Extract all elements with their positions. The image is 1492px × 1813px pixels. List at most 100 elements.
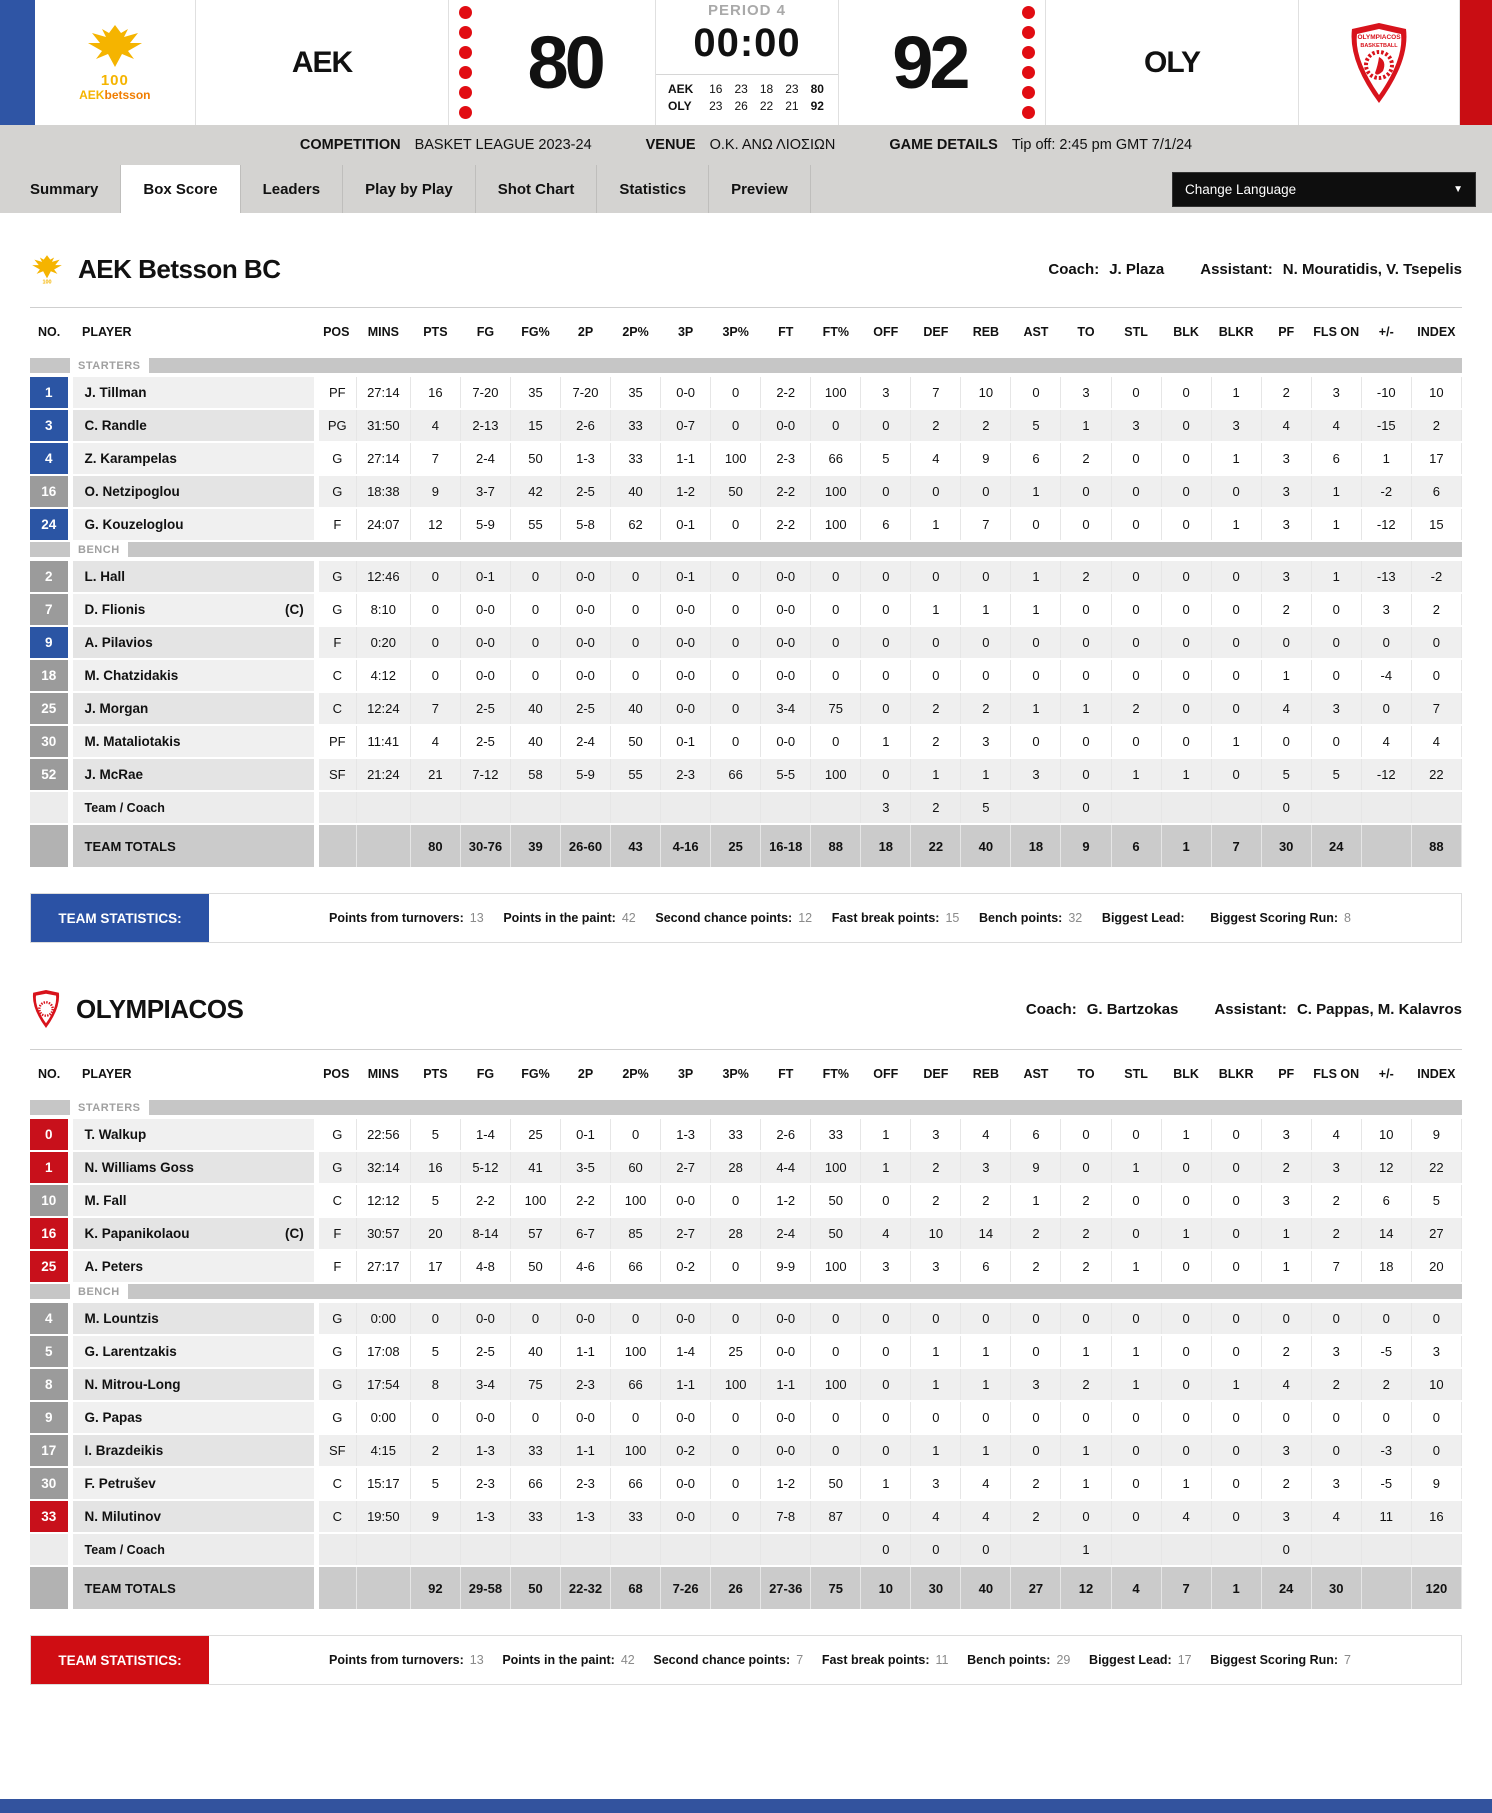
stat-cell: 0 — [1161, 692, 1212, 726]
player-number-badge: 3 — [30, 410, 68, 441]
stat-cell: 0 — [1211, 593, 1262, 627]
player-number-badge: 9 — [30, 1402, 68, 1433]
stat-cell — [560, 1533, 612, 1567]
stat-cell: 4 — [1261, 409, 1312, 443]
stat-cell: 66 — [710, 758, 762, 792]
stat-cell: 100 — [710, 442, 762, 476]
player-number-cell: 5 — [30, 1335, 71, 1369]
stat-cell: 5 — [960, 791, 1012, 825]
stat-cell: 1-2 — [760, 1467, 812, 1501]
totals-cell: 6 — [1111, 824, 1162, 867]
stat-cell: 0-0 — [560, 1401, 612, 1435]
stat-cell — [1111, 791, 1162, 825]
stat-cell: 57 — [510, 1217, 562, 1251]
player-pos: G — [316, 1301, 357, 1336]
tab-play-by-play[interactable]: Play by Play — [343, 165, 476, 213]
stat-cell: 0 — [810, 1335, 862, 1369]
tab-preview[interactable]: Preview — [709, 165, 811, 213]
section-row-chip — [30, 1098, 71, 1119]
stat-cell: 0 — [1161, 559, 1212, 594]
stat-cell: 0 — [1111, 559, 1162, 594]
player-number-cell: 9 — [30, 626, 71, 660]
stat-cell: 5 — [1311, 758, 1362, 792]
column-header-ast: AST — [1010, 1049, 1061, 1099]
stat-cell: 1-4 — [660, 1335, 712, 1369]
player-number-badge: 25 — [30, 1251, 68, 1282]
stat-cell: 3 — [1211, 409, 1262, 443]
stat-cell: 1 — [860, 725, 912, 759]
totals-cell: 26-60 — [560, 824, 612, 867]
olympiacos-crest-icon — [32, 989, 60, 1029]
stat-cell: 30:57 — [356, 1217, 411, 1251]
team-stat-label: Points from turnovers: — [329, 1653, 464, 1667]
stat-cell: 4 — [1411, 725, 1463, 759]
player-pos: F — [316, 1250, 357, 1284]
stat-cell: 33 — [510, 1500, 562, 1534]
olympiacos-shield-icon: OLYMPIACOS BASKETBALL — [1351, 22, 1407, 103]
stat-cell: 50 — [510, 1250, 562, 1284]
player-number-cell: 25 — [30, 692, 71, 726]
team-coach-row: Team / Coach 3 2 5 0 0 — [30, 791, 1463, 825]
totals-cell: 30 — [910, 1566, 962, 1609]
stat-cell: 0 — [1311, 593, 1362, 627]
tab-statistics[interactable]: Statistics — [597, 165, 710, 213]
section-row-starters: STARTERS — [30, 356, 1462, 377]
stat-cell: 25 — [510, 1117, 562, 1152]
player-number-badge: 52 — [30, 759, 68, 790]
stat-cell — [356, 791, 411, 825]
stat-cell: 0-0 — [660, 1301, 712, 1336]
stat-cell: 5-9 — [460, 508, 511, 542]
tab-shot-chart[interactable]: Shot Chart — [476, 165, 598, 213]
stat-cell: 1 — [910, 1434, 962, 1468]
tab-leaders[interactable]: Leaders — [241, 165, 344, 213]
stat-cell: 4 — [860, 1217, 912, 1251]
stat-cell: 1 — [1261, 659, 1312, 693]
stat-cell: 8-14 — [460, 1217, 511, 1251]
stat-cell: 0 — [610, 626, 662, 660]
stat-cell: 0 — [1211, 1151, 1262, 1185]
player-name: O. Netzipoglou — [67, 475, 319, 509]
player-row-l-hall: 2 L. Hall G 12:46 0 0-1 0 0-0 0 0-1 0 0-0 0 0 0 0 1 2 0 0 0 3… — [30, 559, 1463, 594]
player-number-cell: 25 — [30, 1250, 71, 1284]
stat-cell: 0 — [1111, 1184, 1162, 1218]
player-number-cell: 4 — [30, 1301, 71, 1336]
stat-cell: -10 — [1361, 375, 1412, 410]
stat-cell: 0-0 — [660, 375, 712, 410]
stat-cell: 7 — [410, 692, 461, 726]
stat-cell: 0-0 — [560, 559, 612, 594]
stat-cell: 40 — [610, 692, 662, 726]
stat-cell: 0 — [1111, 1434, 1162, 1468]
totals-cell: 4-16 — [660, 824, 712, 867]
stat-cell: 0 — [960, 475, 1012, 509]
totals-cell: 16-18 — [760, 824, 812, 867]
stat-cell: 0 — [1261, 1533, 1312, 1567]
stat-cell: 0 — [1211, 626, 1262, 660]
stat-cell: 0-1 — [660, 559, 712, 594]
tab-summary[interactable]: Summary — [8, 165, 122, 213]
stat-cell: 6 — [1010, 1117, 1062, 1152]
stat-cell — [660, 791, 712, 825]
stat-cell: 1 — [1010, 475, 1062, 509]
totals-cell — [356, 824, 411, 867]
stat-cell: 10 — [1411, 375, 1463, 410]
stat-cell: 3-5 — [560, 1151, 612, 1185]
column-header-no: NO. — [30, 1049, 71, 1099]
stat-cell: 1-3 — [560, 442, 612, 476]
totals-cell: 22 — [910, 824, 962, 867]
stat-cell: 0 — [710, 1301, 762, 1336]
stat-cell: 0 — [1411, 659, 1463, 693]
stat-cell: 3 — [1111, 409, 1162, 443]
section-label: BENCH — [78, 1285, 120, 1298]
stat-cell — [610, 1533, 662, 1567]
column-header-row: NO. PLAYER POS MINS PTS FG FG% 2P 2P% 3P 3P% FT FT% O… — [30, 307, 1462, 357]
change-language-select[interactable]: Change Language ▼ — [1172, 171, 1476, 207]
stat-cell: 0 — [1060, 1151, 1112, 1185]
player-number-cell: 0 — [30, 1117, 71, 1152]
stat-cell: 0 — [1211, 1335, 1262, 1369]
game-details-label: GAME DETAILS — [889, 137, 998, 153]
stat-cell: 4:12 — [356, 659, 411, 693]
stat-cell: 0 — [1060, 508, 1112, 542]
stat-cell: 1-1 — [560, 1335, 612, 1369]
tab-box-score[interactable]: Box Score — [121, 165, 241, 213]
totals-cell: 75 — [810, 1566, 862, 1609]
